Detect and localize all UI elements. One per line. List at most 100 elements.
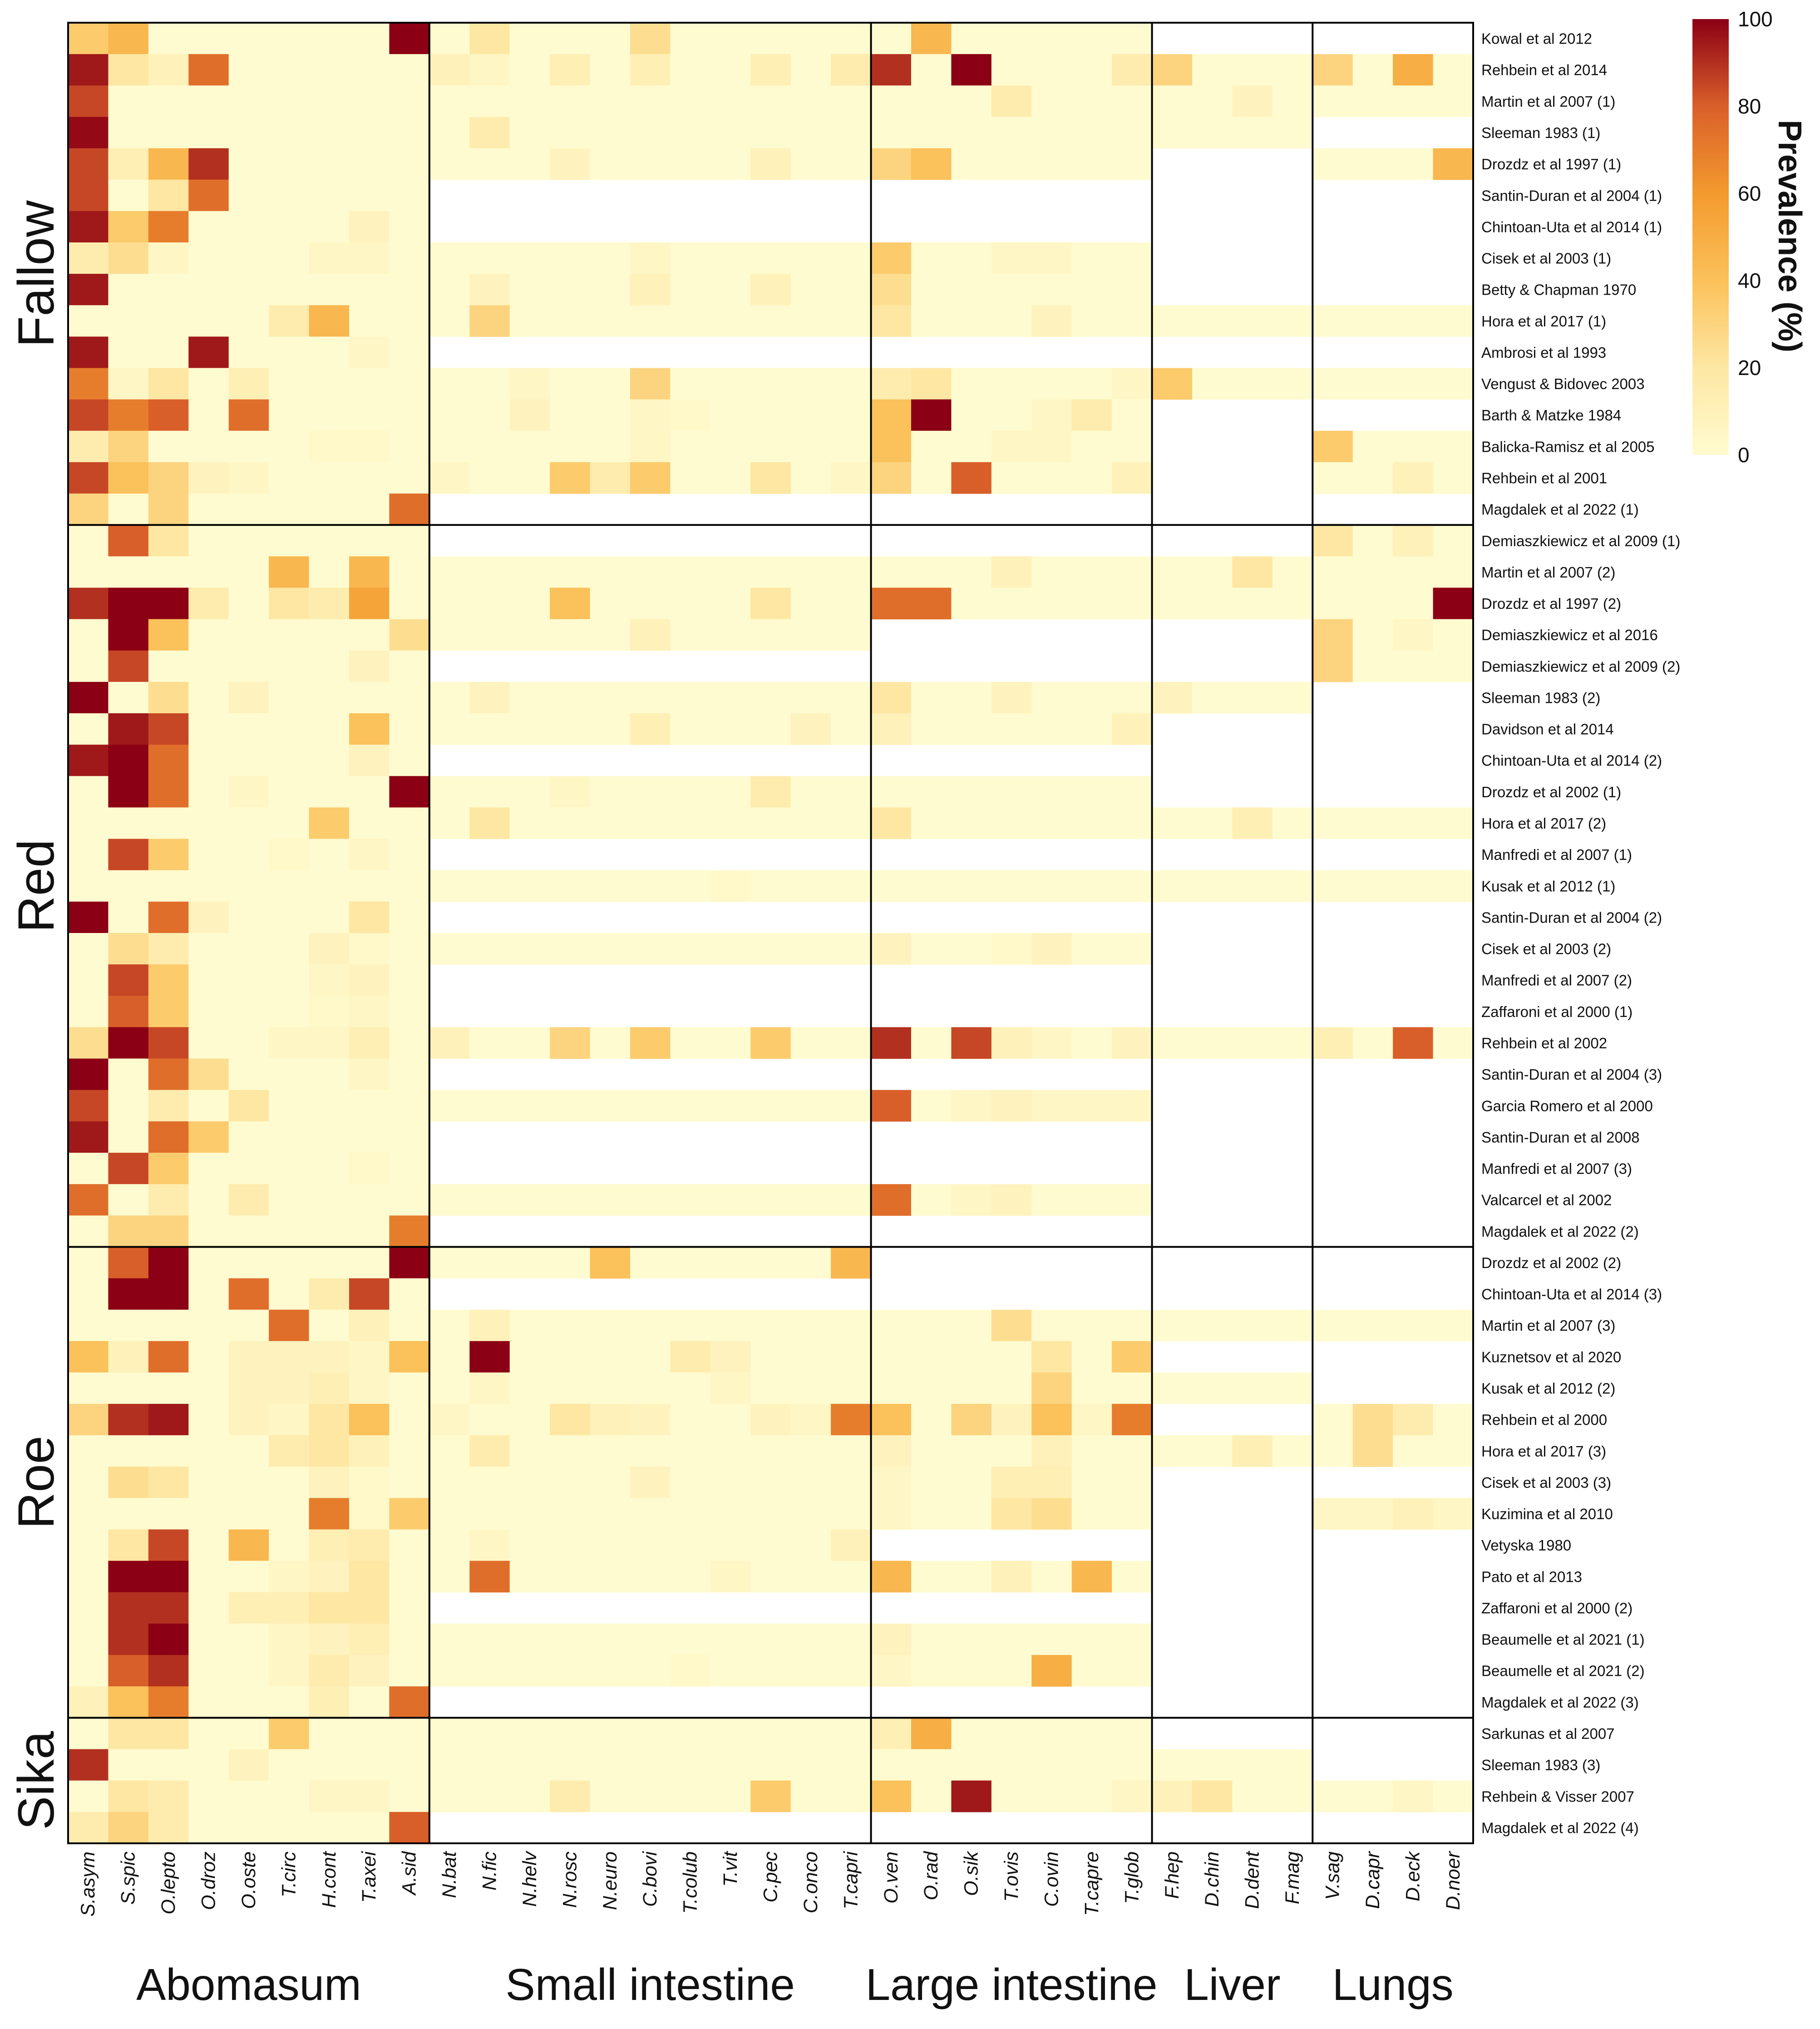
heatmap-cell — [389, 85, 430, 118]
heatmap-cell — [349, 901, 390, 933]
study-label: Manfredi et al 2007 (2) — [1481, 972, 1632, 989]
study-label: Zaffaroni et al 2000 (2) — [1481, 1600, 1633, 1617]
heatmap-cell — [68, 1498, 109, 1530]
heatmap-cell — [1071, 587, 1112, 620]
heatmap-cell — [429, 681, 470, 714]
heatmap-cell — [1272, 85, 1313, 118]
heatmap-cell — [68, 933, 109, 965]
heatmap-cell — [710, 242, 751, 274]
heatmap-cell — [148, 494, 189, 525]
heatmap-cell — [630, 556, 671, 588]
heatmap-cell — [951, 430, 992, 463]
heatmap-cell — [68, 587, 109, 620]
heatmap-cell — [750, 462, 791, 494]
heatmap-cell — [148, 1152, 189, 1185]
heatmap-cell — [389, 1466, 430, 1499]
heatmap-cell — [911, 430, 952, 463]
heatmap-cell — [831, 1749, 872, 1781]
heatmap-cell — [389, 242, 430, 274]
heatmap-cell — [790, 1184, 831, 1216]
heatmap-cell — [871, 305, 912, 337]
heatmap-cell — [1192, 556, 1233, 588]
heatmap-cell — [871, 1655, 912, 1687]
heatmap-cell — [951, 1466, 992, 1499]
heatmap-cell — [349, 587, 390, 620]
heatmap-cell — [670, 1435, 711, 1467]
heatmap-cell — [550, 1718, 591, 1750]
heatmap-cell — [389, 525, 430, 557]
parasite-label: D.capr — [1362, 1851, 1384, 1909]
heatmap-cell — [911, 587, 952, 620]
heatmap-cell — [911, 776, 952, 808]
heatmap-cell — [188, 117, 229, 149]
heatmap-cell — [670, 399, 711, 431]
parasite-label: O.ven — [880, 1851, 902, 1904]
study-label: Rehbein et al 2014 — [1481, 62, 1607, 79]
heatmap-cell — [228, 1655, 269, 1687]
heatmap-cell — [228, 713, 269, 745]
heatmap-cell — [389, 1152, 430, 1185]
heatmap-cell — [228, 964, 269, 996]
heatmap-cell — [68, 368, 109, 400]
heatmap-cell — [309, 494, 350, 525]
heatmap-cell — [188, 1309, 229, 1342]
heatmap-cell — [911, 681, 952, 714]
heatmap-cell — [1352, 1780, 1393, 1812]
heatmap-cell — [429, 148, 470, 180]
heatmap-cell — [1031, 1309, 1072, 1342]
heatmap-cell — [228, 117, 269, 149]
organ-label: Abomasum — [136, 1960, 361, 2009]
heatmap-cell — [1071, 870, 1112, 902]
heatmap-cell — [1272, 1372, 1313, 1404]
heatmap-cell — [309, 745, 350, 776]
heatmap-cell — [309, 870, 350, 902]
heatmap-cell — [68, 776, 109, 808]
heatmap-cell — [1352, 1309, 1393, 1342]
heatmap-cell — [1232, 587, 1273, 620]
heatmap-cell — [228, 901, 269, 933]
heatmap-cell — [188, 996, 229, 1028]
heatmap-cell — [269, 1215, 310, 1247]
heatmap-cell — [309, 1309, 350, 1342]
heatmap-cell — [630, 54, 671, 86]
heatmap-cell — [108, 933, 149, 965]
heatmap-cell — [1352, 807, 1393, 839]
heatmap-cell — [831, 430, 872, 463]
heatmap-cell — [1071, 1498, 1112, 1530]
heatmap-cell — [590, 1529, 631, 1561]
heatmap-cell — [1312, 305, 1353, 337]
heatmap-cell — [68, 556, 109, 588]
heatmap-cell — [790, 274, 831, 306]
heatmap-cell — [670, 870, 711, 902]
heatmap-cell — [630, 1780, 671, 1812]
heatmap-cell — [389, 745, 430, 776]
heatmap-cell — [1393, 368, 1434, 400]
heatmap-cell — [911, 1435, 952, 1467]
heatmap-cell — [68, 1466, 109, 1499]
heatmap-cell — [1232, 85, 1273, 118]
heatmap-cell — [1112, 462, 1153, 494]
heatmap-cell — [710, 305, 751, 337]
heatmap-cell — [469, 1749, 510, 1781]
heatmap-cell — [509, 462, 550, 494]
heatmap-cell — [911, 368, 952, 400]
heatmap-cell — [148, 305, 189, 337]
heatmap-cell — [469, 1372, 510, 1404]
heatmap-cell — [1071, 1780, 1112, 1812]
heatmap-cell — [228, 619, 269, 651]
heatmap-cell — [630, 1341, 671, 1373]
study-label: Kowal et al 2012 — [1481, 30, 1592, 47]
heatmap-cell — [670, 1560, 711, 1593]
heatmap-cell — [911, 556, 952, 588]
heatmap-cell — [108, 1309, 149, 1342]
study-label: Kusak et al 2012 (2) — [1481, 1380, 1615, 1397]
heatmap-cell — [309, 117, 350, 149]
heatmap-cell — [911, 1498, 952, 1530]
colorbar-tick: 80 — [1738, 94, 1761, 118]
heatmap-cell — [1031, 1624, 1072, 1655]
heatmap-cell — [1272, 1780, 1313, 1812]
heatmap-cell — [790, 556, 831, 588]
heatmap-cell — [991, 462, 1032, 494]
heatmap-cell — [148, 1655, 189, 1687]
heatmap-cell — [349, 368, 390, 400]
